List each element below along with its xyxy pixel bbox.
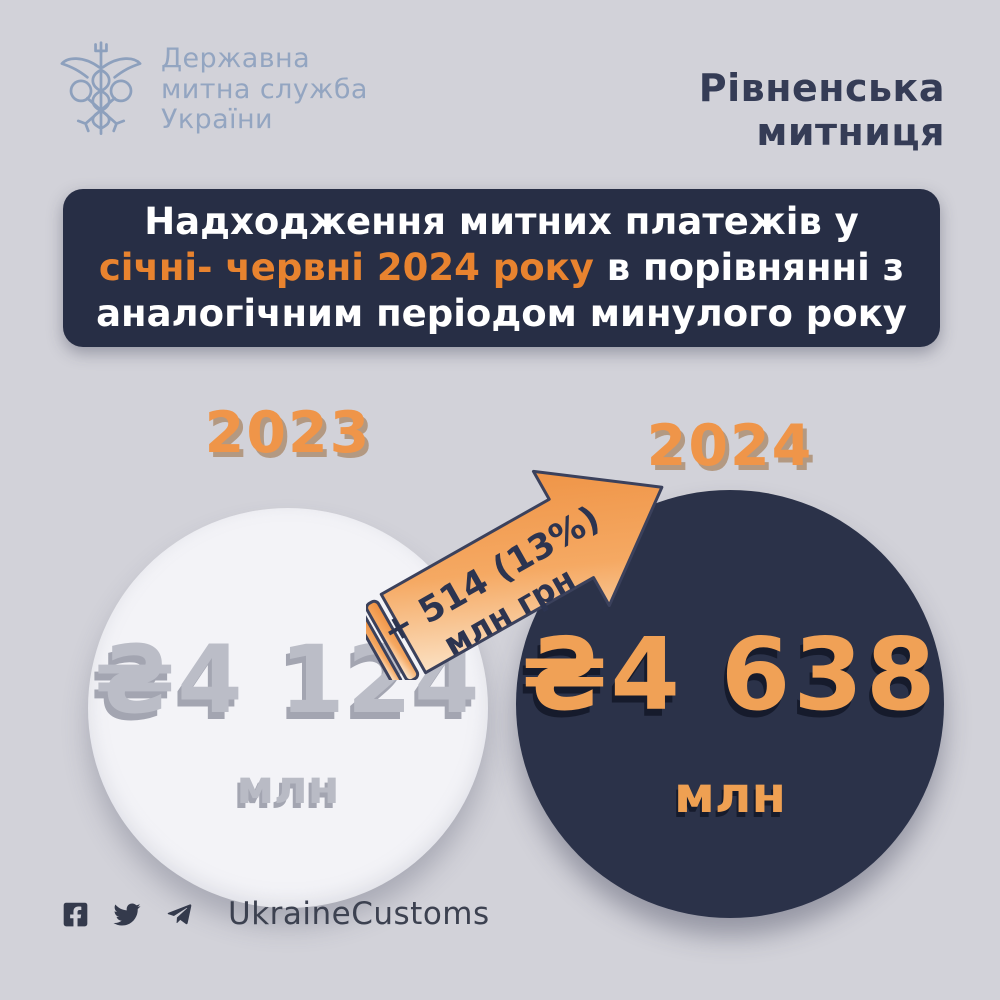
facebook-icon[interactable] <box>62 901 89 928</box>
footer: UkraineCustoms <box>62 893 490 935</box>
logo-line3: України <box>161 104 273 136</box>
social-handle: UkraineCustoms <box>228 896 490 932</box>
headline-banner: Надходження митних платежів у січні- чер… <box>63 189 940 347</box>
arrow-tail-stripe2 <box>366 599 420 680</box>
banner-line3: аналогічним періодом минулого року <box>96 291 907 335</box>
year-label-2023: 2023 <box>204 400 372 466</box>
twitter-icon[interactable] <box>111 901 143 928</box>
arrow-tail-stripe1 <box>366 610 403 680</box>
banner-line1: Надходження митних платежів у <box>144 200 859 244</box>
logo-line2: митна служба <box>161 73 368 105</box>
year-label-2024: 2024 <box>646 413 814 479</box>
unit-2024: млн <box>673 766 787 824</box>
telegram-icon[interactable] <box>165 901 194 928</box>
banner-period-highlight: січні- червні 2024 року <box>98 246 594 290</box>
banner-line2-rest: в порівнянні з <box>593 246 905 290</box>
amount-2024: ₴4 638 <box>521 616 939 733</box>
logo-text: Державна митна служба України <box>161 42 368 136</box>
banner-line2: січні- червні 2024 року в порівнянні з <box>63 245 940 291</box>
logo-line1: Державна <box>161 42 311 74</box>
unit-2023: млн <box>236 760 340 814</box>
growth-arrow: + 514 (13%) млн грн <box>366 469 664 680</box>
arrow-body <box>379 469 664 675</box>
office-title: Рівненська митниця <box>698 66 945 154</box>
customs-emblem-icon <box>60 41 142 135</box>
circle-2024: ₴4 638 млн <box>516 490 944 918</box>
customs-logo: Державна митна служба України <box>55 40 368 140</box>
